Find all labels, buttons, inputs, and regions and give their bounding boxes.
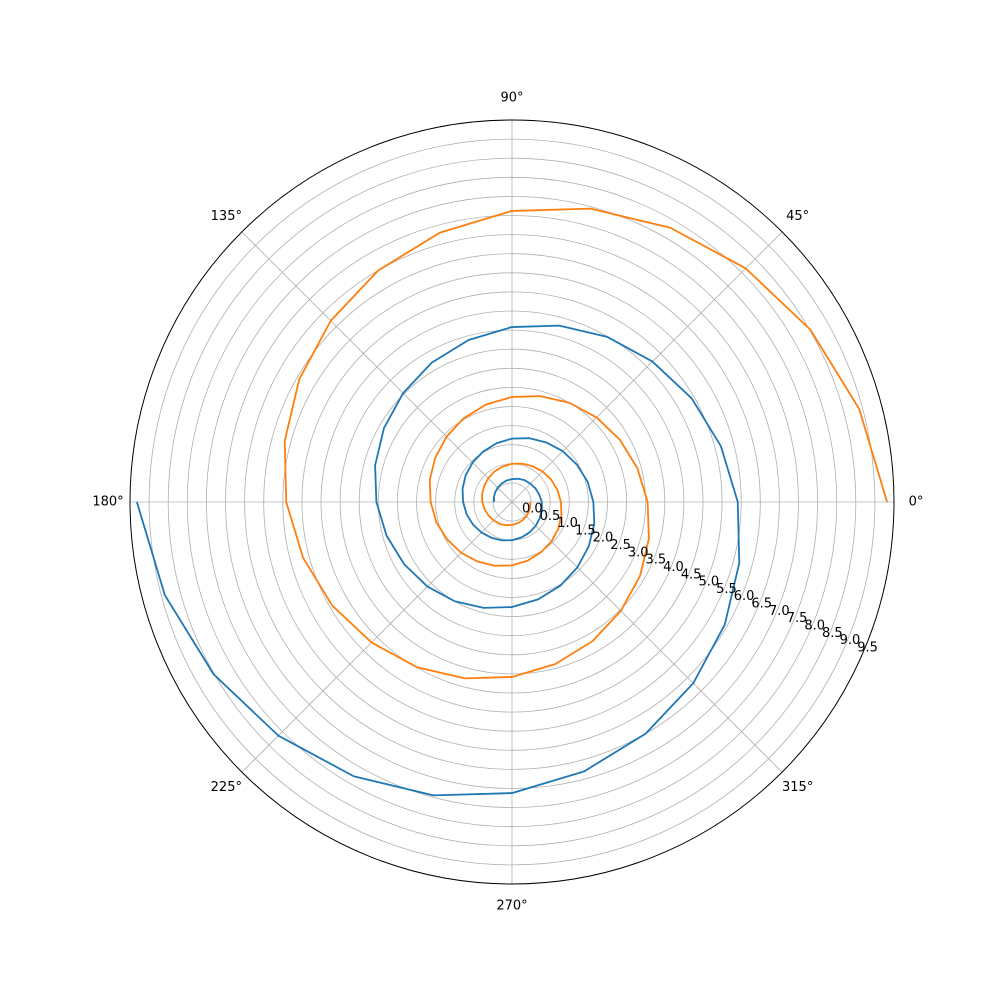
- r-tick-label: 9.5: [857, 640, 878, 655]
- r-tick-label: 5.5: [716, 582, 737, 597]
- r-tick-label: 0.5: [540, 509, 561, 524]
- theta-tick-label: 315°: [782, 780, 813, 795]
- theta-grid-line: [241, 231, 513, 503]
- r-tick-label: 3.5: [646, 553, 667, 568]
- spiral-line: [283, 207, 888, 680]
- polar-frame: [129, 119, 895, 885]
- r-tick-label: 0.0: [522, 502, 543, 517]
- r-tick-label: 6.0: [734, 589, 755, 604]
- theta-tick-label: 45°: [786, 209, 809, 224]
- theta-tick-label: 135°: [211, 209, 242, 224]
- r-tick-label: 6.5: [751, 597, 772, 612]
- r-tick-label: 2.0: [593, 531, 614, 546]
- r-tick-label: 7.5: [787, 611, 808, 626]
- theta-grid-line: [241, 501, 513, 773]
- r-tick-label: 2.5: [610, 538, 631, 553]
- plot-area: [136, 207, 888, 797]
- theta-tick-label: 90°: [500, 91, 523, 106]
- theta-tick-label: 270°: [496, 899, 527, 914]
- r-tick-label: 4.5: [681, 567, 702, 582]
- spiral-line: [136, 324, 741, 797]
- theta-grid-line: [511, 231, 783, 503]
- r-tick-label: 7.0: [769, 604, 790, 619]
- r-tick-label: 1.0: [557, 516, 578, 531]
- theta-tick-label: 0°: [909, 495, 924, 510]
- r-tick-label: 8.5: [822, 626, 843, 641]
- r-tick-label: 1.5: [575, 523, 596, 538]
- r-tick-label: 9.0: [840, 633, 861, 648]
- theta-grid-line: [511, 501, 783, 773]
- r-tick-label: 5.0: [698, 575, 719, 590]
- r-tick-label: 4.0: [663, 560, 684, 575]
- theta-tick-label: 180°: [92, 495, 123, 510]
- r-tick-label: 8.0: [804, 618, 825, 633]
- theta-tick-label: 225°: [211, 780, 242, 795]
- r-tick-label: 3.0: [628, 545, 649, 560]
